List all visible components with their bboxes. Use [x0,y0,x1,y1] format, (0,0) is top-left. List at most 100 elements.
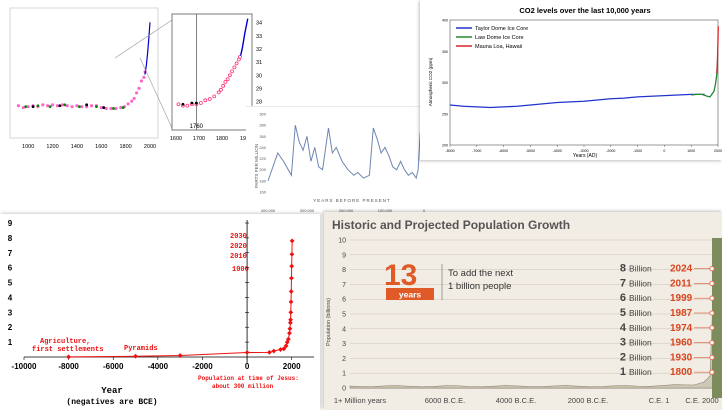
population-area [349,269,717,389]
data-point [75,104,79,108]
co2-title: CO2 levels over the last 10,000 years [519,6,650,15]
milestone-number: 2 [620,351,626,363]
zoom-marker-label: 1760 [190,124,204,130]
population-point [284,339,290,345]
data-point [21,105,25,110]
data-point [55,104,60,108]
population-point [287,320,293,326]
callout-text-2: 1 billion people [448,281,511,292]
population-x-tick-label: -10000 [12,362,37,371]
projected-y-tick-label: 7 [342,282,346,289]
annotation-agriculture: Agriculture, [40,338,90,346]
zoom-y-tick-label: 290 [256,86,262,92]
co2-x-tick-label: -4000 [553,149,562,153]
zoom-red-point [185,103,190,108]
callout-number: 13 [384,259,417,292]
zoom-y-tick-label: 330 [256,34,262,40]
zoom-black-point [181,102,185,106]
milestone-word: Billion [629,264,652,274]
zoom-red-point [176,102,181,107]
co2-x-tick-label: -3000 [579,149,588,153]
data-point [31,105,35,109]
data-point [58,104,62,108]
milestone-word: Billion [629,352,652,362]
zoom-y-tick-label: 320 [256,47,262,53]
population-point [244,350,250,355]
co2-x-tick-label: -2000 [606,149,615,153]
zoom-x-tick-label: 1700 [193,136,205,142]
projected-y-tick-label: 1 [342,371,346,378]
milestone-year: 1974 [670,323,693,334]
population-line [68,240,293,358]
zoom-red-point [234,61,239,66]
vostok-chart: 160 180 200 220 240 260 280 300 400,000 300,000 2… [246,106,432,213]
data-point [112,107,115,110]
population-point [287,326,293,332]
zoom-red-point [223,79,228,84]
projected-population-chart: Historic and Projected Population Growth… [326,218,722,405]
data-point [63,103,67,107]
data-point [46,104,50,108]
milestone-number: 7 [620,277,626,289]
recent-growth-bar [712,238,722,398]
milestone-number: 3 [620,337,626,349]
main-plot-frame [9,7,159,139]
data-point [121,106,125,109]
data-point [85,103,89,107]
blue-series-line [144,22,151,75]
population-point [289,238,295,244]
co2-series-line [716,26,719,74]
data-point [132,96,136,101]
population-x-tick-label: 2000 [283,362,301,371]
population-point [278,347,283,352]
zoom-red-point [198,101,203,105]
legend-label: Law Dome Ice Core [475,35,524,41]
world-population-panel: 1 2 3 4 5 6 7 8 9 -10000 -8000 -6000 -4000 -2000 0 2000… [0,214,320,410]
projected-y-tick-label: 10 [338,238,346,245]
projected-x-tick-label: 6000 B.C.E. [425,396,465,405]
zoom-red-point [225,77,230,82]
data-point [65,104,69,108]
co2-y-tick-label: 350 [442,50,448,54]
vostok-y-tick-label: 160 [259,190,266,195]
data-point [89,104,94,108]
co2-xlabel: Years (AD) [573,153,598,159]
projected-x-tick-label: C.E. 2000 [685,396,718,405]
population-x-tick-label: -6000 [103,362,124,371]
population-y-tick-label: 6 [8,264,13,273]
population-point [288,309,294,315]
milestone-word: Billion [629,278,652,288]
label-2020: 2020 [230,243,247,251]
annotation-pyramids: Pyramids [124,345,158,353]
milestone-word: Billion [629,367,652,377]
zoom-red-point [207,97,212,101]
label-2010: 2010 [230,253,247,261]
milestone-marker [709,265,715,272]
zoom-red-point [219,87,223,92]
data-point [50,103,55,107]
population-y-tick-label: 8 [8,234,13,243]
population-xlabel: Year [101,386,123,396]
milestone-year: 1930 [670,352,693,363]
milestone-year: 1987 [670,308,693,319]
vostok-x-tick-label: 300,000 [300,208,315,213]
zoom-connector-top [114,19,173,59]
co2-y-tick-label: 300 [442,81,448,85]
zoom-red-point [212,94,217,99]
population-x-tick-label: -4000 [148,362,169,371]
projected-x-tick-label: 1+ Million years [334,396,387,405]
co2-y-tick-label: 250 [442,112,448,116]
data-point [26,105,30,109]
projected-x-tick-label: 4000 B.C.E. [496,396,536,405]
data-point [142,75,146,79]
milestone-number: 1 [620,366,626,378]
projected-population-panel: Historic and Projected Population Growth… [324,212,722,410]
vostok-y-tick-label: 180 [259,178,266,183]
projected-x-tick-label: C.E. 1 [649,396,670,405]
population-y-tick-label: 9 [8,219,13,228]
co2-x-tick-label: 2000 [714,149,722,153]
data-point [60,103,64,107]
population-y-tick-label: 7 [8,249,13,258]
projected-y-tick-label: 4 [342,326,346,333]
milestone-word: Billion [629,338,652,348]
